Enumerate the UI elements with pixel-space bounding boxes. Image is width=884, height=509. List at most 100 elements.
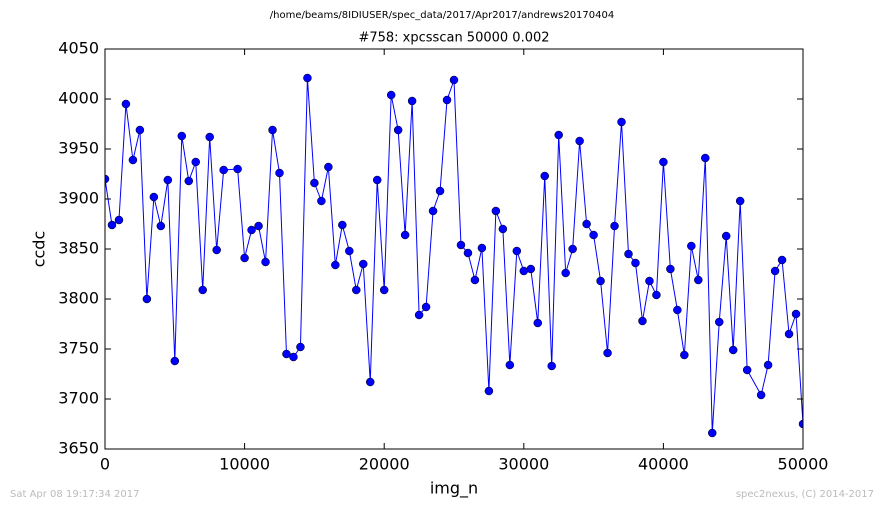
data-point (484, 386, 494, 396)
data-point (191, 157, 200, 167)
data-point (365, 377, 375, 387)
data-point (233, 164, 242, 174)
data-point (798, 419, 803, 429)
data-point (456, 240, 466, 250)
data-point (407, 96, 417, 106)
data-point (554, 130, 563, 140)
x-tick-label: 40000 (638, 455, 689, 474)
data-point (275, 168, 284, 178)
y-tick-label: 3750 (58, 339, 99, 358)
data-point (352, 285, 361, 295)
data-point (149, 192, 159, 202)
y-tick-label: 4000 (58, 89, 99, 108)
data-point (582, 219, 591, 229)
data-point (421, 302, 431, 312)
axes-frame (104, 48, 804, 450)
data-point (756, 390, 766, 400)
data-point (659, 157, 668, 167)
data-point (491, 206, 501, 216)
plot-area (105, 73, 803, 438)
y-tick-label: 3800 (58, 289, 99, 308)
data-line (105, 77, 803, 434)
data-point (163, 175, 173, 185)
y-tick-label: 3850 (58, 239, 99, 258)
data-point (617, 117, 626, 127)
timestamp: Sat Apr 08 19:17:34 2017 (10, 489, 140, 500)
data-point (638, 316, 647, 326)
x-tick-label: 20000 (359, 455, 410, 474)
data-point (198, 285, 207, 295)
data-point (463, 248, 473, 258)
y-tick-label: 3650 (58, 439, 99, 458)
data-point (289, 352, 298, 362)
data-point (505, 360, 515, 370)
data-point (728, 345, 738, 355)
data-point (533, 318, 543, 328)
data-point (121, 99, 131, 109)
data-point (310, 178, 319, 188)
data-point (519, 266, 529, 276)
data-point (268, 125, 277, 135)
data-point (247, 225, 256, 235)
x-tick-label: 0 (100, 455, 110, 474)
data-point (254, 221, 263, 231)
data-point (694, 275, 703, 285)
data-point (673, 305, 682, 315)
data-point (114, 215, 124, 225)
x-tick-label: 50000 (778, 455, 829, 474)
data-point (624, 249, 633, 259)
data-point (331, 260, 340, 270)
data-point (540, 171, 549, 181)
data-point (708, 428, 717, 438)
data-point (561, 268, 570, 278)
data-point (359, 259, 368, 269)
y-tick-label: 4050 (58, 39, 99, 58)
data-point (687, 241, 696, 251)
credit: spec2nexus, (C) 2014-2017 (736, 489, 874, 500)
data-point (105, 174, 110, 184)
data-point (777, 255, 787, 265)
data-point (107, 220, 117, 230)
data-point (400, 230, 410, 240)
data-point (680, 350, 689, 360)
data-point (735, 196, 745, 206)
data-point (296, 342, 305, 352)
data-point (442, 95, 452, 105)
data-point (428, 206, 438, 216)
data-point (170, 356, 180, 366)
data-point (142, 294, 152, 304)
x-tick-label: 30000 (498, 455, 549, 474)
data-point (568, 244, 577, 254)
data-point (512, 246, 522, 256)
data-point (547, 361, 556, 371)
data-point (652, 290, 661, 300)
x-axis-label: img_n (430, 479, 478, 499)
y-tick-label: 3700 (58, 389, 99, 408)
data-point (721, 231, 731, 241)
data-point (338, 220, 347, 230)
data-point (212, 245, 221, 255)
data-point (345, 246, 354, 256)
data-point (763, 360, 773, 370)
chart-title: #758: xpcsscan 50000 0.002 (358, 31, 549, 46)
data-point (261, 257, 270, 267)
data-point (596, 276, 605, 286)
data-point (386, 90, 396, 100)
data-point (156, 221, 166, 231)
data-point (742, 365, 752, 375)
data-point (449, 75, 459, 85)
suptitle: /home/beams/8IDIUSER/spec_data/2017/Apr2… (270, 10, 614, 21)
data-point (317, 196, 326, 206)
data-point (701, 153, 710, 163)
data-point (603, 348, 612, 358)
data-point (219, 165, 228, 175)
data-point (645, 276, 654, 286)
data-point (610, 221, 619, 231)
data-point (631, 258, 640, 268)
data-point (324, 162, 333, 172)
data-point (372, 175, 382, 185)
data-point (498, 224, 508, 234)
data-point (184, 176, 194, 186)
